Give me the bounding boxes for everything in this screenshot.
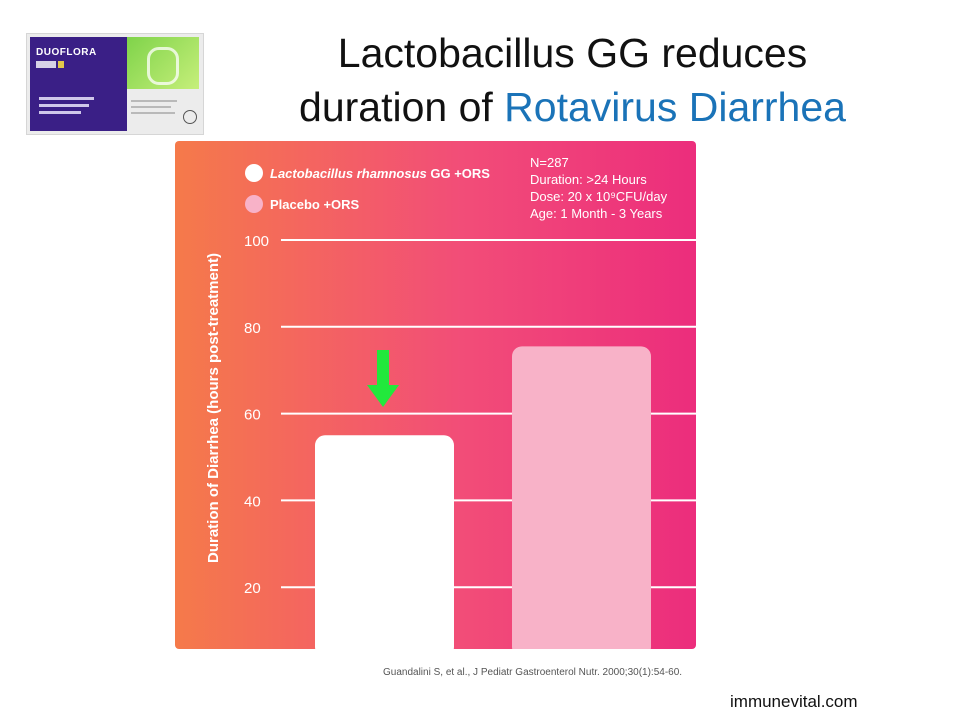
product-fine-print — [39, 104, 89, 107]
title-accent: Rotavirus Diarrhea — [504, 84, 846, 130]
title-line-2-prefix: duration of — [299, 84, 505, 130]
product-fine-print — [39, 97, 94, 100]
product-label-chip — [36, 61, 56, 68]
product-box-panel — [30, 37, 127, 131]
title-line-2: duration of Rotavirus Diarrhea — [200, 80, 945, 134]
legend-swatch-2 — [245, 195, 263, 213]
product-box-image: DUOFLORA — [26, 33, 204, 135]
product-fine-print — [39, 111, 81, 114]
bar-1 — [315, 435, 454, 657]
study-info-line: Dose: 20 x 10⁹CFU/day — [530, 189, 668, 204]
y-axis-label: Duration of Diarrhea (hours post-treatme… — [205, 253, 222, 563]
y-tick-label: 20 — [244, 580, 261, 597]
y-tick-label: 80 — [244, 320, 261, 337]
product-label-chip — [58, 61, 64, 68]
product-fine-print — [131, 100, 177, 102]
y-tick-label: 60 — [244, 407, 261, 424]
product-logo-graphic — [127, 37, 199, 89]
study-info-line: Age: 1 Month - 3 Years — [530, 206, 663, 221]
study-info-line: Duration: >24 Hours — [530, 172, 647, 187]
product-fine-print — [131, 112, 175, 114]
title-line-1: Lactobacillus GG reduces — [337, 30, 808, 76]
y-tick-label: 40 — [244, 493, 261, 510]
citation: Guandalini S, et al., J Pediatr Gastroen… — [383, 667, 683, 678]
product-fine-print — [131, 106, 171, 108]
study-info-line: N=287 — [530, 155, 569, 170]
product-brand: DUOFLORA — [36, 47, 97, 58]
halal-seal-icon — [183, 110, 197, 124]
down-arrow-icon — [367, 350, 399, 407]
legend-swatch-1 — [245, 164, 263, 182]
legend-label-2: Placebo +ORS — [270, 197, 360, 212]
site-credit: immunevital.com — [730, 692, 858, 711]
chart-bottom-mask — [175, 649, 696, 659]
bar-2 — [512, 346, 651, 657]
legend-label-1: Lactobacillus rhamnosus GG +ORS — [270, 166, 490, 181]
slide-title: Lactobacillus GG reduces duration of Rot… — [200, 26, 945, 134]
y-tick-label: 100 — [244, 233, 269, 250]
